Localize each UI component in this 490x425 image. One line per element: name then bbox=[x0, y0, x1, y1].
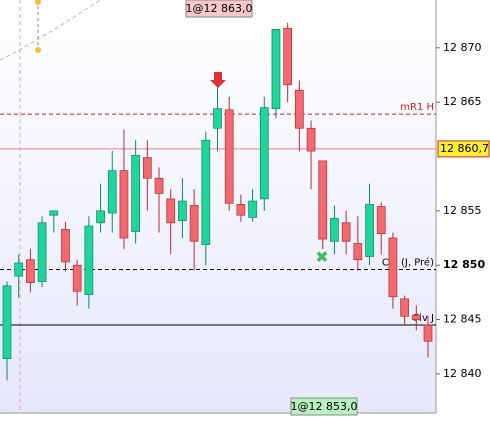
candle-body bbox=[14, 262, 24, 277]
order-label: 1@12 853,0 bbox=[291, 400, 358, 413]
y-tick-label: 12 865 bbox=[443, 95, 482, 108]
level-label: mR1 H bbox=[400, 102, 434, 113]
candle-body bbox=[166, 198, 176, 224]
candle-body bbox=[423, 324, 433, 342]
candle-body bbox=[283, 27, 293, 86]
candle-body bbox=[341, 222, 351, 242]
order-label: 1@12 863,0 bbox=[186, 2, 253, 15]
candle-body bbox=[411, 314, 421, 320]
candle-body bbox=[2, 285, 12, 360]
arrow-marker bbox=[210, 72, 226, 88]
y-tick-label: 12 855 bbox=[443, 204, 482, 217]
candle-body bbox=[131, 155, 140, 232]
candle-body bbox=[248, 200, 257, 218]
candle-body bbox=[49, 210, 59, 216]
candle-body bbox=[236, 203, 246, 216]
level-label: Piv J bbox=[413, 313, 434, 324]
anchor-dot bbox=[35, 47, 41, 53]
candle-body bbox=[178, 200, 187, 221]
candle-body bbox=[142, 157, 152, 179]
price-label: 12 860,7 bbox=[440, 142, 489, 155]
y-tick-label: 12 840 bbox=[443, 367, 482, 380]
candle-body bbox=[295, 89, 304, 129]
candle-body bbox=[353, 243, 363, 261]
candle-body bbox=[388, 237, 398, 298]
candle-body bbox=[213, 108, 222, 129]
candle-body bbox=[61, 228, 70, 263]
plot-area bbox=[0, 0, 436, 413]
anchor-dot bbox=[35, 0, 41, 5]
curve bbox=[0, 0, 101, 61]
candle-body bbox=[365, 203, 374, 257]
candle-body bbox=[400, 298, 409, 317]
price-label-box bbox=[437, 140, 490, 158]
candle-body bbox=[330, 218, 339, 242]
candle-body bbox=[259, 107, 269, 200]
candle-body bbox=[96, 210, 105, 224]
candle-body bbox=[37, 222, 47, 282]
candle-body bbox=[201, 139, 211, 245]
cross-marker: ✖ bbox=[315, 248, 328, 267]
candle-body bbox=[271, 28, 281, 110]
candle-body bbox=[306, 127, 316, 152]
candle-body bbox=[107, 170, 117, 214]
order-tag bbox=[290, 397, 358, 416]
order-tag bbox=[185, 0, 253, 18]
candle-body bbox=[119, 170, 129, 239]
y-tick-label: 12 845 bbox=[443, 313, 482, 326]
candle-body bbox=[376, 206, 386, 235]
candle-body bbox=[154, 177, 164, 194]
y-tick-label: 12 870 bbox=[443, 41, 482, 54]
y-tick-label: 12 850 bbox=[443, 258, 485, 271]
candle-body bbox=[72, 264, 82, 292]
candle-body bbox=[318, 160, 328, 240]
candle-body bbox=[84, 225, 94, 295]
candle-body bbox=[189, 205, 199, 242]
candle-body bbox=[26, 259, 35, 283]
candle-body bbox=[224, 109, 234, 204]
